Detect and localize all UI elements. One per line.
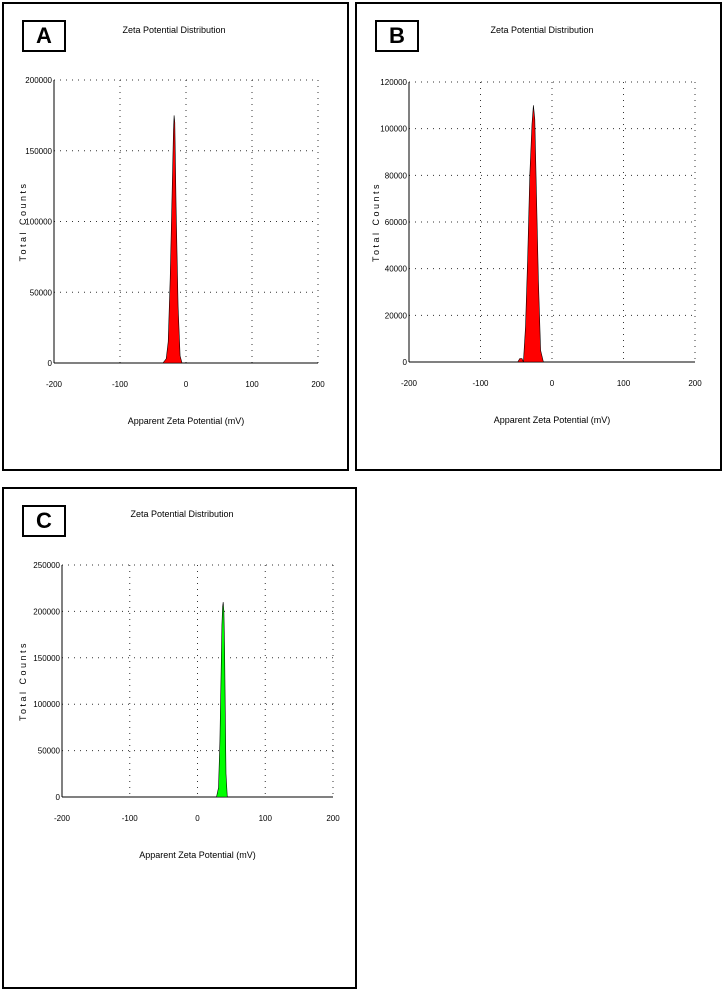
x-tick-label: 0 — [184, 380, 189, 389]
y-axis-label: Total Counts — [371, 182, 381, 262]
zeta-chart: Zeta Potential Distribution -200 -100 0 100 2… — [371, 25, 702, 425]
panel-label: C — [22, 505, 66, 537]
x-tick-label: -200 — [401, 379, 418, 388]
y-tick-label: 120000 — [380, 78, 407, 87]
y-tick-label: 50000 — [30, 288, 53, 297]
x-tick-label: -100 — [472, 379, 489, 388]
chart-panel-a: A Zeta Potential Distribution -200 -100 0 10… — [2, 2, 349, 471]
chart-title: Zeta Potential Distribution — [130, 509, 233, 519]
y-tick-label: 0 — [56, 793, 61, 802]
x-tick-label: 100 — [245, 380, 259, 389]
x-tick-label: 0 — [195, 814, 200, 823]
y-tick-label: 60000 — [385, 218, 408, 227]
y-tick-label: 200000 — [25, 76, 52, 85]
zeta-chart: Zeta Potential Distribution -200 -100 0 100 2… — [18, 509, 340, 860]
chart-title: Zeta Potential Distribution — [490, 25, 593, 35]
distribution-area — [216, 602, 228, 798]
y-tick-label: 150000 — [33, 654, 60, 663]
x-tick-label: -100 — [112, 380, 129, 389]
x-tick-label: 100 — [617, 379, 631, 388]
zeta-chart: Zeta Potential Distribution -200 -100 0 100 2… — [18, 25, 325, 426]
x-tick-label: 200 — [311, 380, 325, 389]
x-tick-label: -100 — [122, 814, 139, 823]
chart-title: Zeta Potential Distribution — [122, 25, 225, 35]
y-tick-label: 80000 — [385, 171, 408, 180]
panel-label: A — [22, 20, 66, 52]
chart-panel-c: C Zeta Potential Distribution -200 -100 0 10… — [2, 487, 357, 989]
y-tick-label: 100000 — [380, 125, 407, 134]
panel-label: B — [375, 20, 419, 52]
y-tick-label: 20000 — [385, 311, 408, 320]
distribution-area — [162, 115, 183, 364]
distribution-area — [517, 105, 544, 363]
y-tick-label: 150000 — [25, 147, 52, 156]
y-tick-label: 40000 — [385, 265, 408, 274]
x-tick-label: 0 — [550, 379, 555, 388]
y-tick-label: 250000 — [33, 561, 60, 570]
x-tick-label: 200 — [688, 379, 702, 388]
x-axis-label: Apparent Zeta Potential (mV) — [494, 415, 611, 425]
y-tick-label: 200000 — [33, 607, 60, 616]
y-tick-label: 0 — [403, 358, 408, 367]
x-tick-label: 200 — [326, 814, 340, 823]
y-axis-label: Total Counts — [18, 181, 28, 261]
x-tick-label: -200 — [54, 814, 71, 823]
y-tick-label: 0 — [48, 359, 53, 368]
chart-panel-b: B Zeta Potential Distribution -200 -100 0 10… — [355, 2, 722, 471]
x-tick-label: 100 — [259, 814, 273, 823]
y-tick-label: 50000 — [38, 747, 61, 756]
x-axis-label: Apparent Zeta Potential (mV) — [139, 850, 256, 860]
y-tick-label: 100000 — [33, 700, 60, 709]
y-axis-label: Total Counts — [18, 641, 28, 721]
x-tick-label: -200 — [46, 380, 63, 389]
x-axis-label: Apparent Zeta Potential (mV) — [128, 416, 245, 426]
y-tick-label: 100000 — [25, 218, 52, 227]
